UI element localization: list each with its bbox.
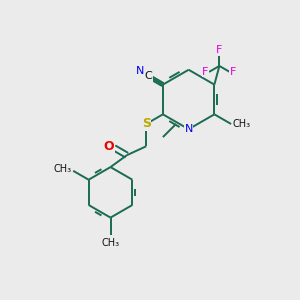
Text: O: O: [103, 140, 114, 153]
Text: F: F: [230, 67, 236, 77]
Text: CH₃: CH₃: [101, 238, 120, 248]
Text: S: S: [142, 118, 151, 130]
Text: F: F: [216, 46, 223, 56]
Text: N: N: [184, 124, 193, 134]
Text: F: F: [202, 67, 209, 77]
Text: CH₃: CH₃: [54, 164, 72, 174]
Text: CH₃: CH₃: [232, 119, 250, 129]
Text: N: N: [136, 66, 144, 76]
Text: C: C: [145, 71, 153, 81]
